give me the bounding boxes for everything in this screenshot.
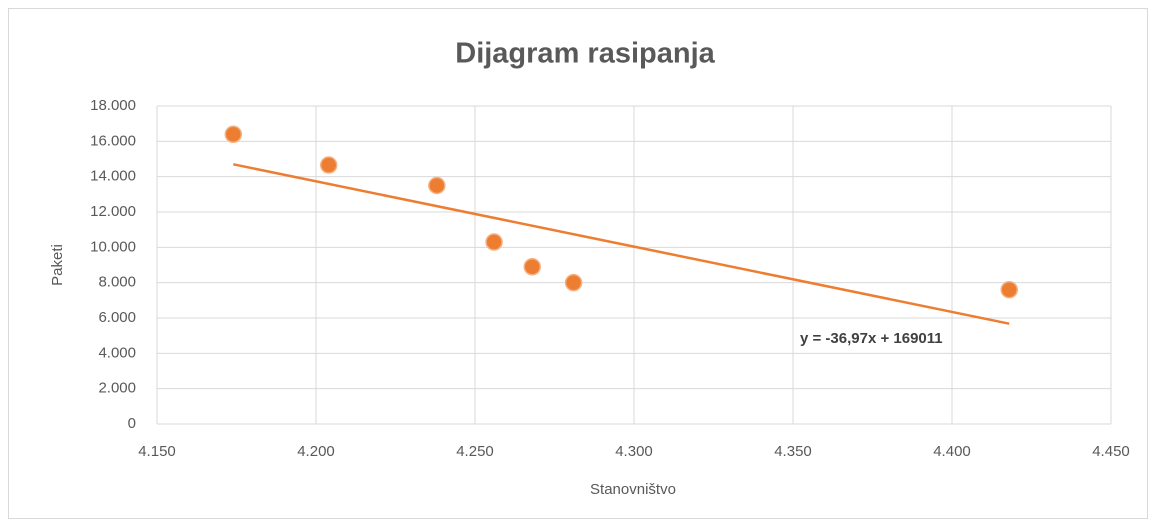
y-tick-label: 0 [128, 415, 136, 432]
y-tick-label: 8.000 [98, 274, 136, 291]
y-tick-label: 12.000 [90, 203, 136, 220]
x-tick-label: 4.150 [138, 443, 176, 460]
point [428, 176, 446, 195]
y-tick-label: 4.000 [98, 344, 136, 361]
trendline-label: y = -36,97x + 169011 [800, 330, 943, 347]
x-tick-label: 4.200 [297, 443, 335, 460]
point [224, 125, 243, 144]
point [1000, 280, 1018, 299]
chart-title: Dijagram rasipanja [455, 38, 715, 70]
x-axis-label: Stanovništvo [590, 481, 676, 498]
y-tick-label: 18.000 [90, 97, 136, 114]
x-tick-label: 4.250 [456, 443, 494, 460]
y-tick-label: 6.000 [98, 309, 136, 326]
point [319, 156, 338, 174]
chart-border [8, 8, 1148, 519]
x-tick-label: 4.350 [774, 443, 812, 460]
point [564, 273, 583, 292]
trendline [233, 163, 1010, 325]
y-axis-label: Paketi [49, 244, 66, 286]
point [485, 233, 503, 251]
x-tick-label: 4.300 [615, 443, 653, 460]
point [523, 258, 541, 276]
y-tick-label: 16.000 [90, 132, 136, 149]
y-tick-label: 14.000 [90, 168, 136, 185]
y-tick-label: 10.000 [90, 238, 136, 255]
x-tick-label: 4.400 [933, 443, 971, 460]
y-tick-label: 2.000 [98, 380, 136, 397]
x-tick-label: 4.450 [1092, 443, 1130, 460]
